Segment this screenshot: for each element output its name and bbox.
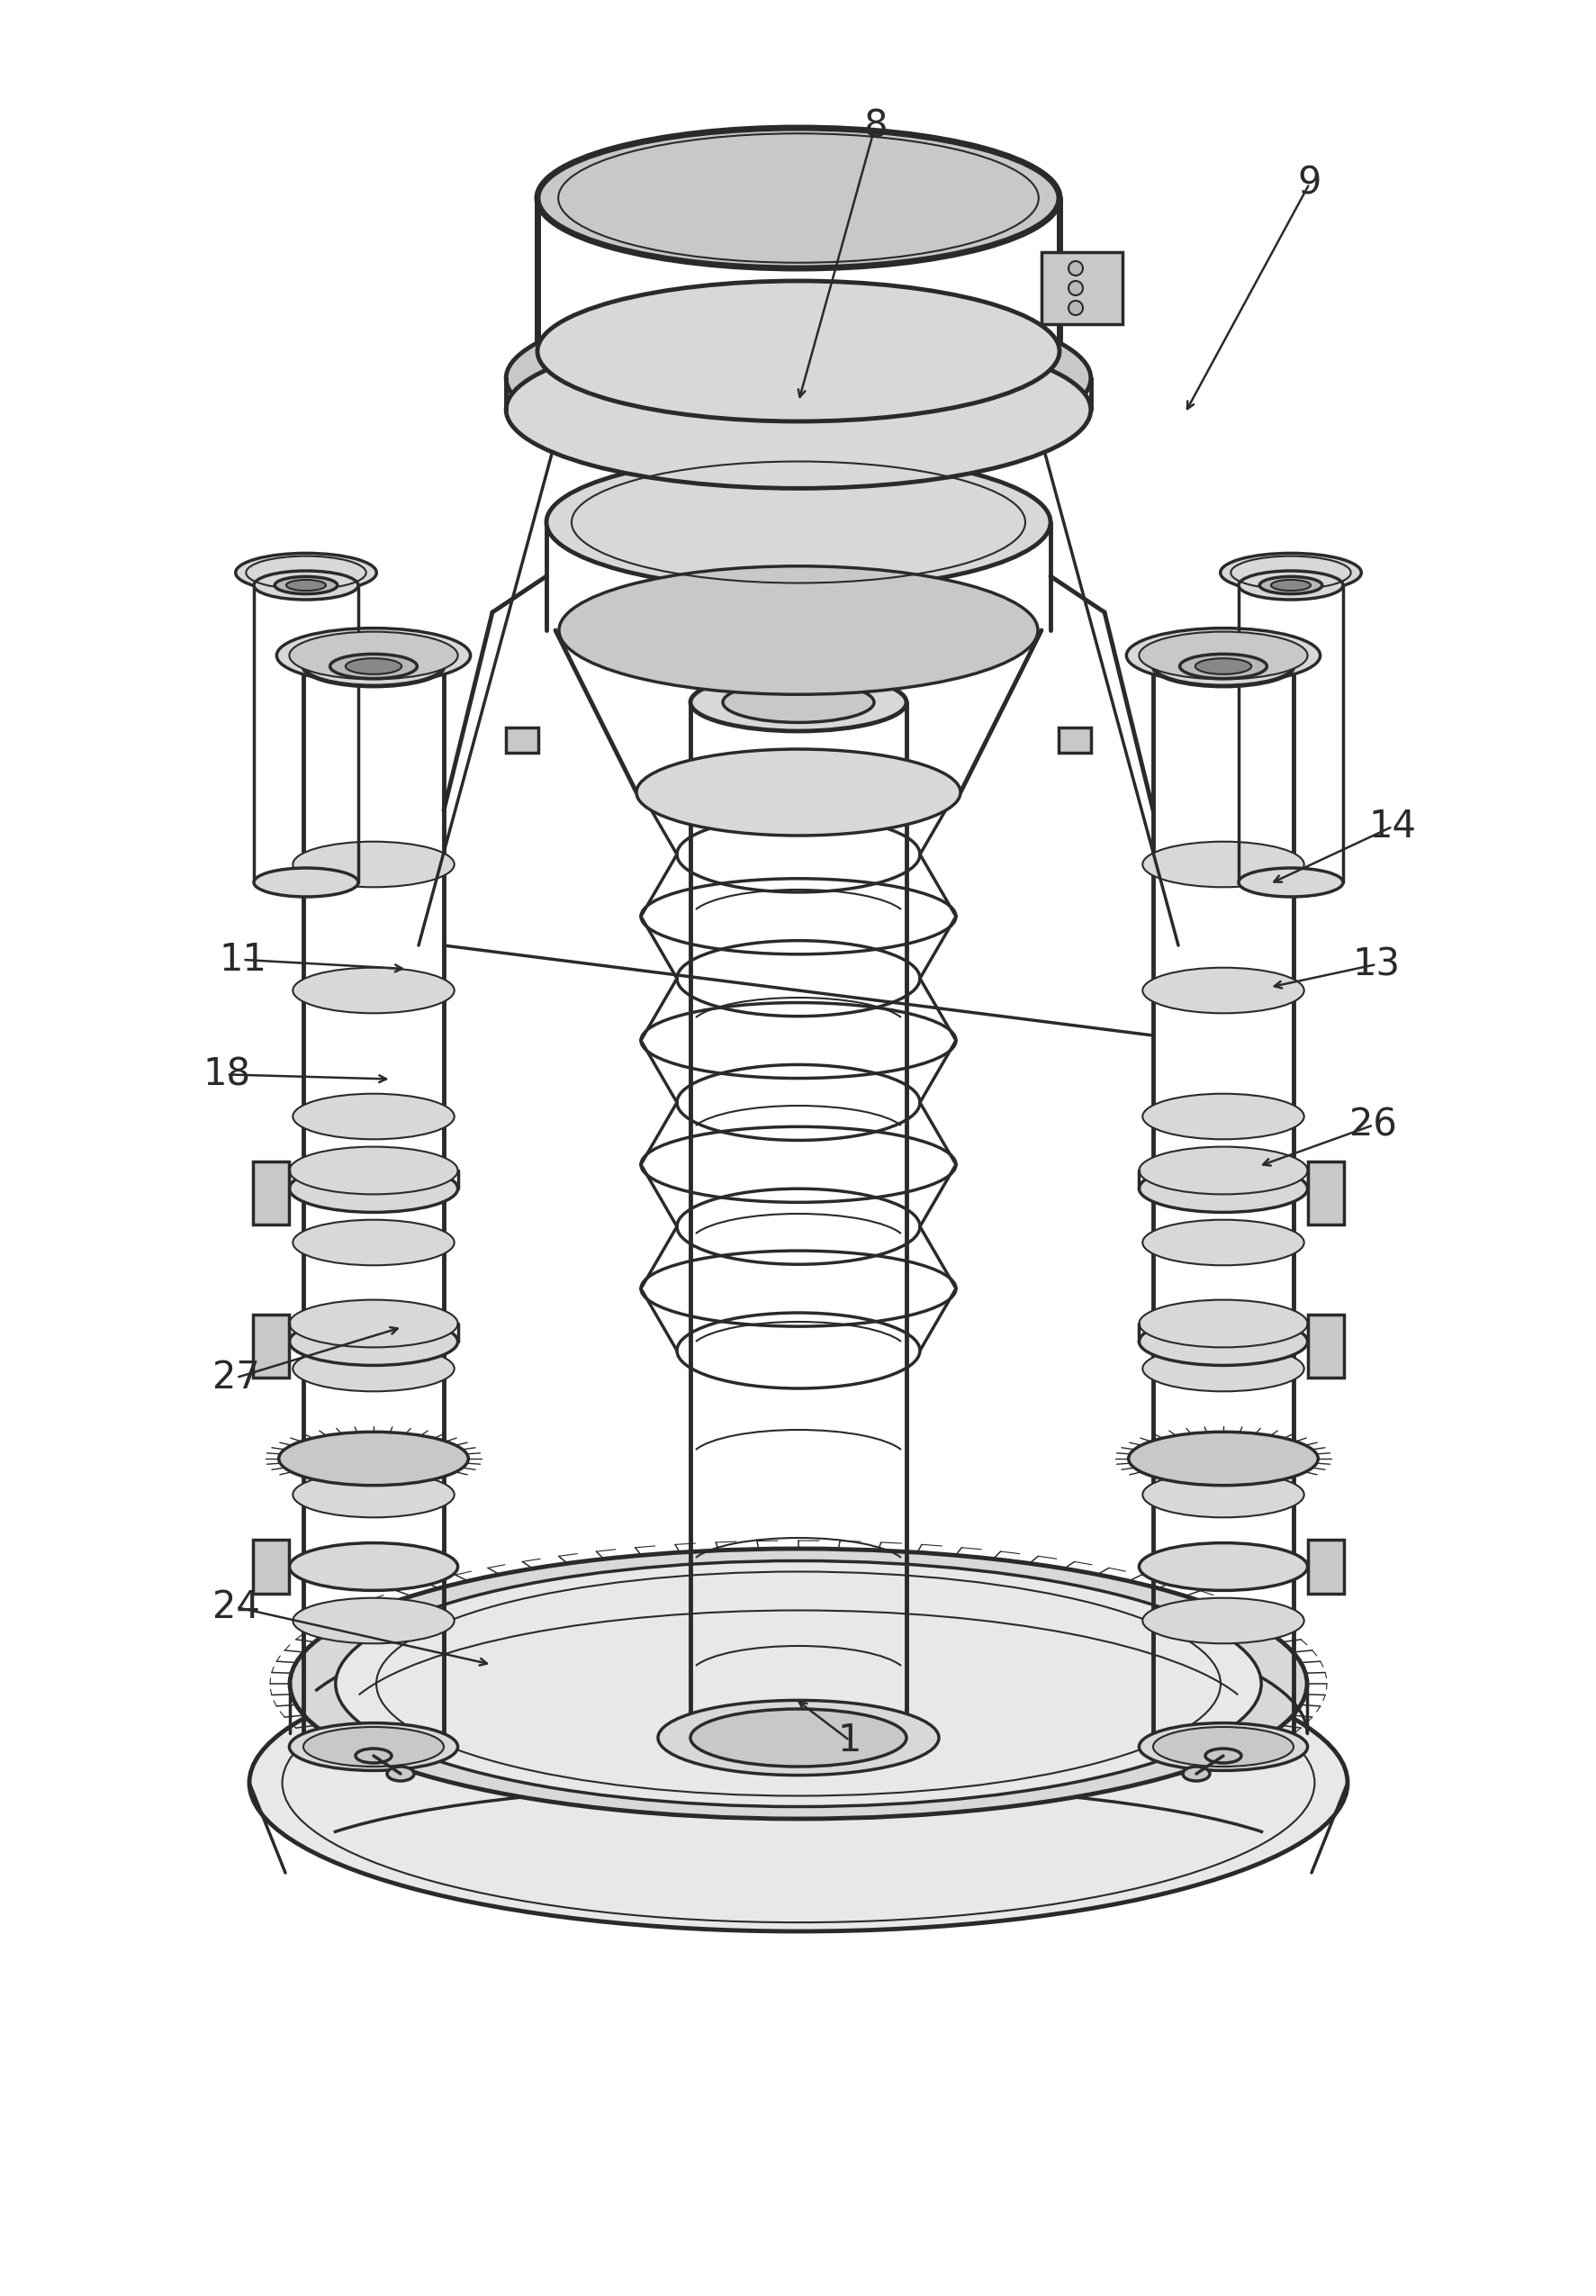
Ellipse shape xyxy=(335,1561,1261,1807)
Ellipse shape xyxy=(1138,1722,1307,1770)
Ellipse shape xyxy=(1238,572,1342,599)
Ellipse shape xyxy=(1143,1598,1304,1644)
Ellipse shape xyxy=(1138,631,1307,680)
Circle shape xyxy=(1068,280,1082,296)
Text: 13: 13 xyxy=(1352,946,1400,983)
Ellipse shape xyxy=(1138,1146,1307,1194)
Ellipse shape xyxy=(289,631,458,680)
Ellipse shape xyxy=(303,647,444,687)
Ellipse shape xyxy=(1143,1219,1304,1265)
Bar xyxy=(506,728,538,753)
Ellipse shape xyxy=(289,1164,458,1212)
Ellipse shape xyxy=(289,1300,458,1348)
Ellipse shape xyxy=(1138,1300,1307,1348)
Ellipse shape xyxy=(538,280,1058,422)
Bar xyxy=(254,1541,289,1593)
Text: 9: 9 xyxy=(1298,165,1320,202)
Circle shape xyxy=(1068,262,1082,276)
Ellipse shape xyxy=(1143,1345,1304,1391)
Ellipse shape xyxy=(506,331,1090,489)
Ellipse shape xyxy=(286,581,326,590)
Ellipse shape xyxy=(1152,647,1293,687)
Ellipse shape xyxy=(289,1318,458,1366)
Ellipse shape xyxy=(292,1598,453,1644)
Ellipse shape xyxy=(249,1635,1347,1931)
Text: 18: 18 xyxy=(203,1056,251,1093)
Bar xyxy=(1058,728,1090,753)
Ellipse shape xyxy=(1143,1472,1304,1518)
Ellipse shape xyxy=(1138,1164,1307,1212)
Ellipse shape xyxy=(276,629,471,682)
Text: 26: 26 xyxy=(1349,1107,1396,1143)
Ellipse shape xyxy=(1143,843,1304,886)
Ellipse shape xyxy=(330,654,417,680)
Circle shape xyxy=(1068,301,1082,315)
Ellipse shape xyxy=(254,572,358,599)
Ellipse shape xyxy=(254,868,358,898)
Ellipse shape xyxy=(1179,654,1266,680)
Ellipse shape xyxy=(1128,1433,1317,1486)
Ellipse shape xyxy=(1138,1543,1307,1591)
Ellipse shape xyxy=(292,1345,453,1391)
Ellipse shape xyxy=(289,1543,458,1591)
Ellipse shape xyxy=(689,1708,907,1766)
Ellipse shape xyxy=(292,967,453,1013)
Ellipse shape xyxy=(290,1550,1306,1818)
Ellipse shape xyxy=(1183,1766,1210,1782)
Ellipse shape xyxy=(292,1472,453,1518)
Ellipse shape xyxy=(303,1727,444,1766)
Ellipse shape xyxy=(546,455,1050,590)
Bar xyxy=(254,1162,289,1224)
Ellipse shape xyxy=(689,673,907,730)
Ellipse shape xyxy=(723,682,873,723)
Ellipse shape xyxy=(1270,581,1310,590)
Bar xyxy=(254,1316,289,1378)
Ellipse shape xyxy=(292,843,453,886)
Ellipse shape xyxy=(658,1701,938,1775)
Ellipse shape xyxy=(289,1146,458,1194)
Text: 24: 24 xyxy=(212,1589,260,1626)
Ellipse shape xyxy=(637,748,959,836)
Ellipse shape xyxy=(345,659,402,675)
Ellipse shape xyxy=(559,567,1037,693)
Bar xyxy=(1307,1162,1342,1224)
Ellipse shape xyxy=(1143,967,1304,1013)
Ellipse shape xyxy=(1205,1750,1240,1763)
Text: 27: 27 xyxy=(212,1359,260,1396)
Ellipse shape xyxy=(289,1722,458,1770)
Ellipse shape xyxy=(1152,1727,1293,1766)
Text: 8: 8 xyxy=(862,108,887,145)
Ellipse shape xyxy=(538,129,1058,269)
Text: 1: 1 xyxy=(838,1722,860,1759)
Ellipse shape xyxy=(506,298,1090,457)
Ellipse shape xyxy=(386,1766,413,1782)
Text: 14: 14 xyxy=(1368,808,1416,845)
Ellipse shape xyxy=(1194,659,1251,675)
Bar xyxy=(1307,1541,1342,1593)
Ellipse shape xyxy=(1259,576,1321,595)
Text: 11: 11 xyxy=(219,941,267,978)
Ellipse shape xyxy=(1238,868,1342,898)
Bar xyxy=(1041,253,1122,324)
Ellipse shape xyxy=(1143,1093,1304,1139)
Ellipse shape xyxy=(1138,1318,1307,1366)
Ellipse shape xyxy=(292,1093,453,1139)
Ellipse shape xyxy=(279,1433,468,1486)
Ellipse shape xyxy=(377,1573,1219,1795)
Ellipse shape xyxy=(292,1219,453,1265)
Ellipse shape xyxy=(1125,629,1320,682)
Ellipse shape xyxy=(236,553,377,592)
Ellipse shape xyxy=(1219,553,1360,592)
Bar xyxy=(1307,1316,1342,1378)
Ellipse shape xyxy=(356,1750,391,1763)
Ellipse shape xyxy=(275,576,337,595)
